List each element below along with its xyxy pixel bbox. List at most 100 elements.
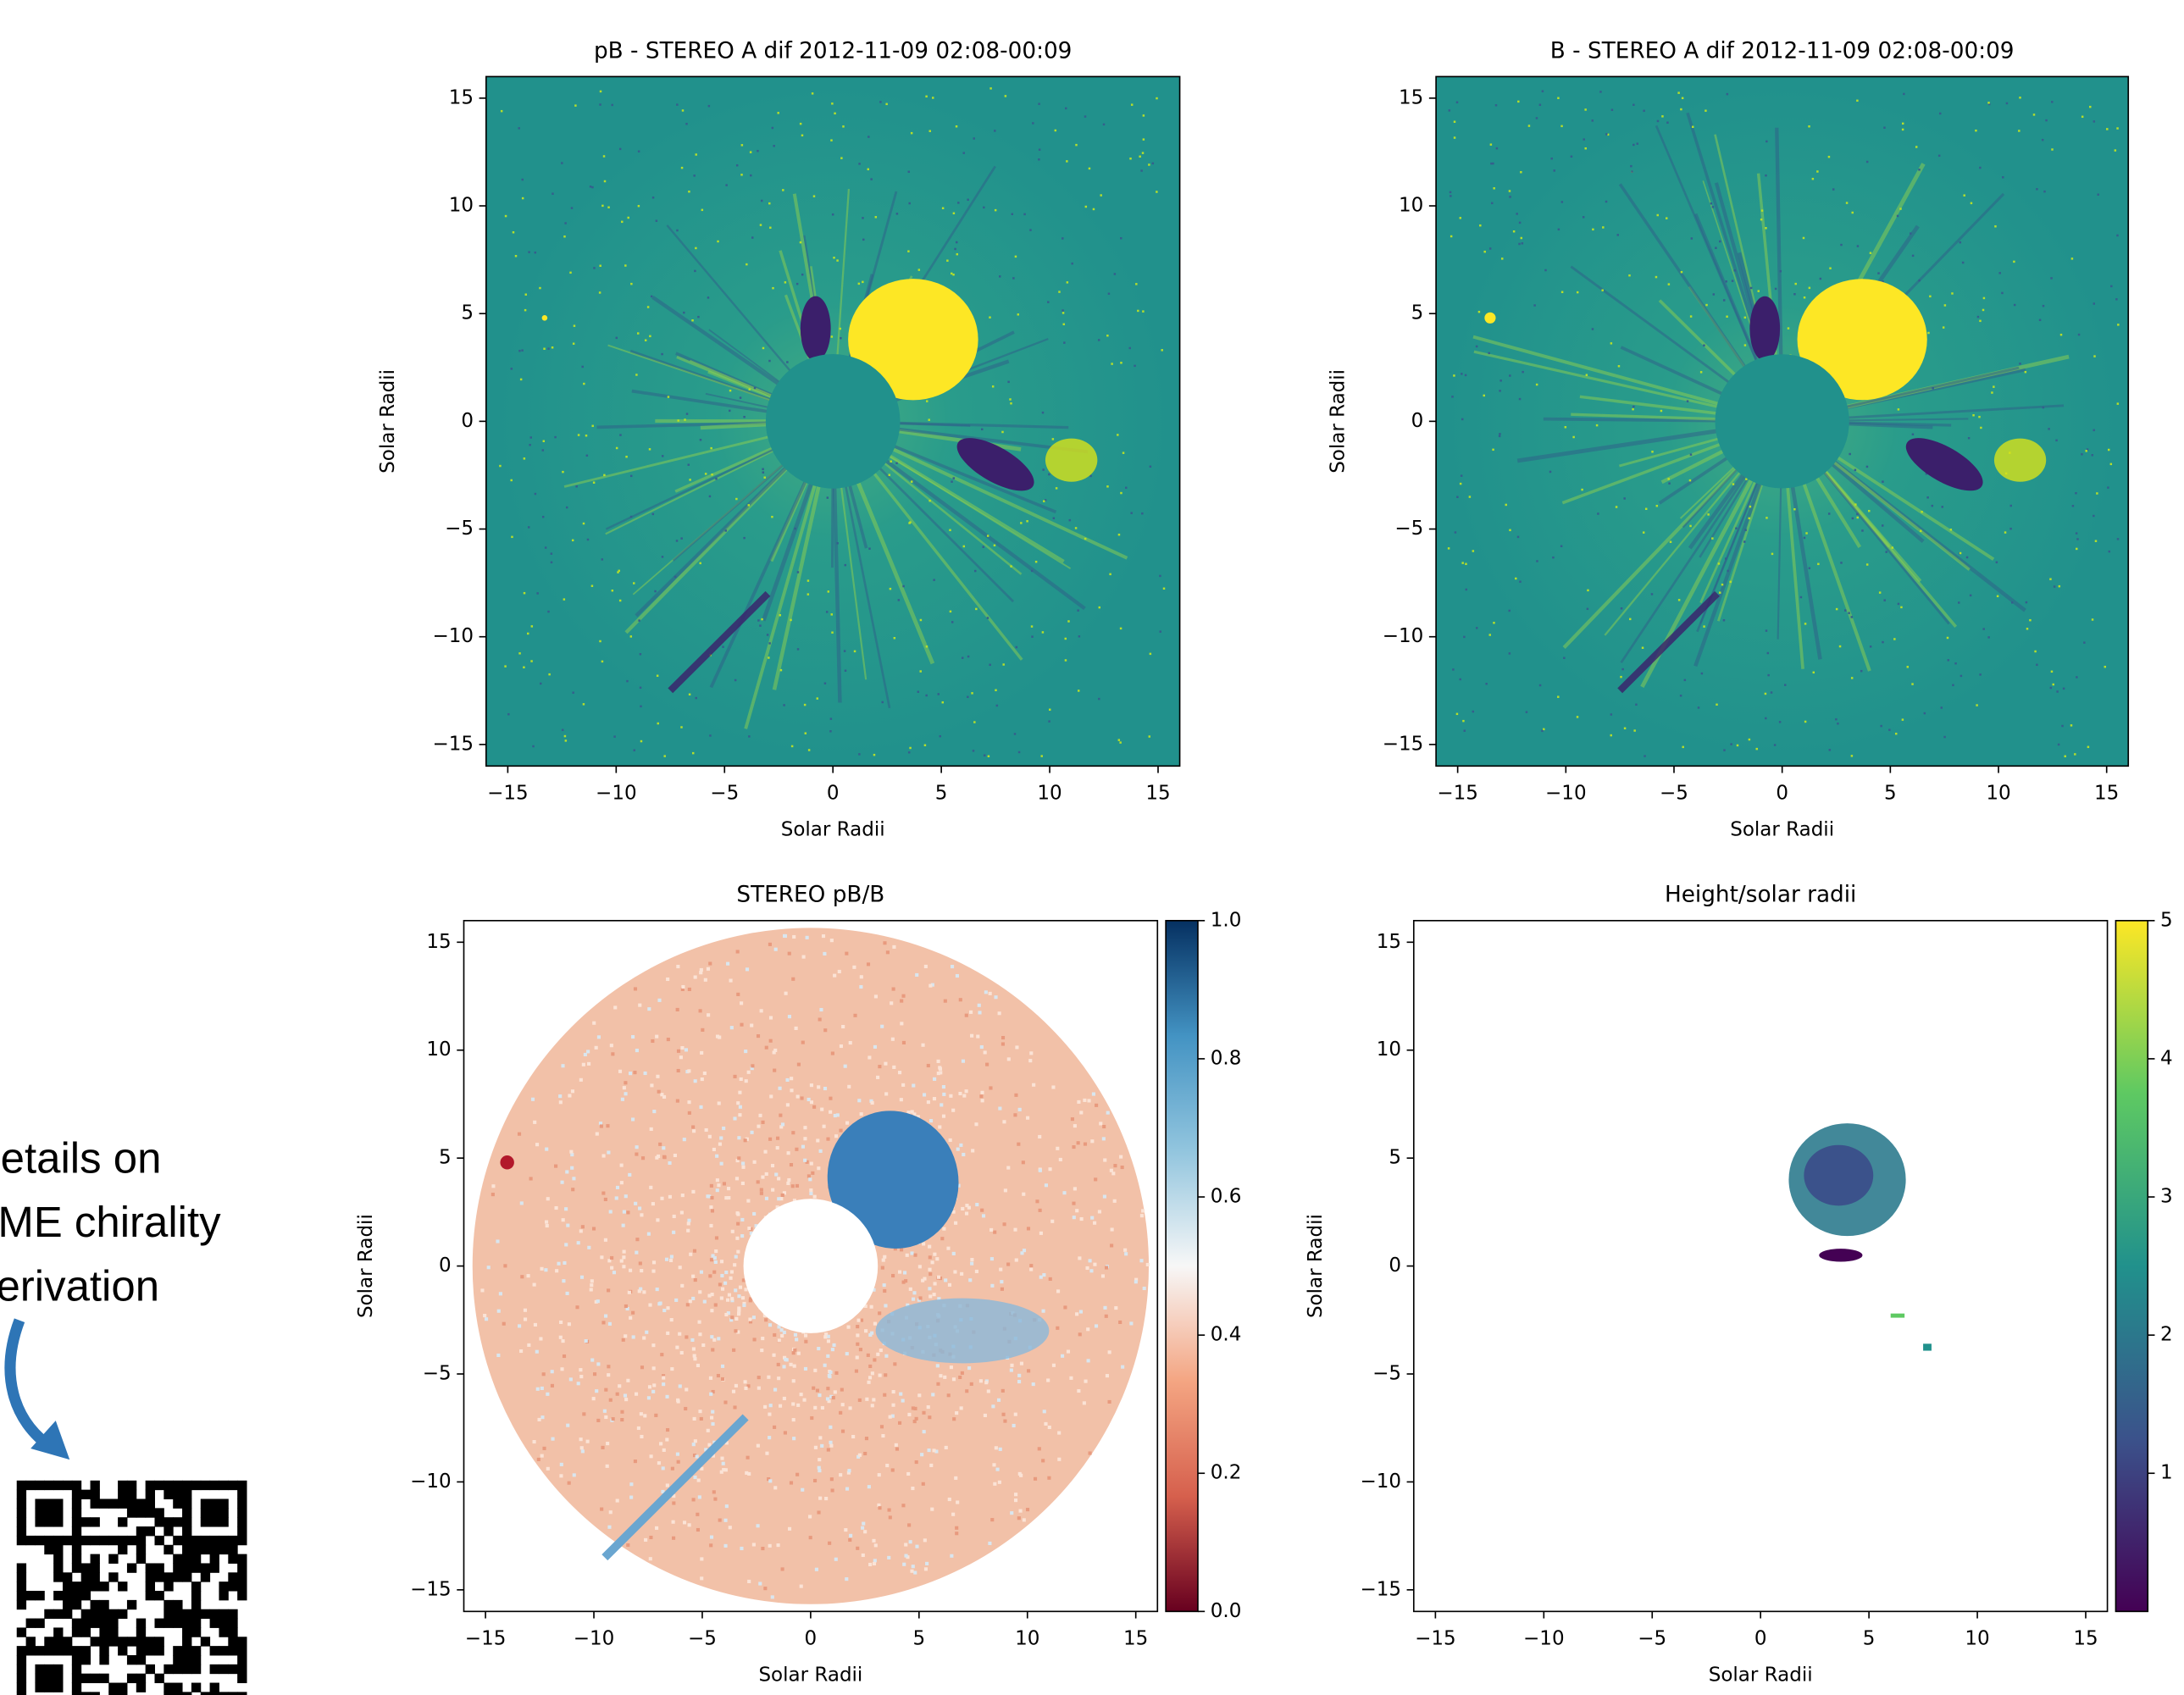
x-tick-label: 15 (2073, 1628, 2098, 1650)
image-speckle (635, 1152, 639, 1156)
image-speckle (504, 214, 507, 218)
image-speckle (817, 1510, 821, 1515)
qr-module (136, 1498, 147, 1509)
image-speckle (720, 1273, 724, 1278)
image-speckle (571, 539, 574, 542)
image-speckle (1760, 218, 1763, 221)
image-speckle (675, 540, 679, 542)
image-speckle (740, 174, 743, 176)
image-speckle (651, 512, 655, 516)
image-speckle (1029, 1267, 1034, 1271)
image-speckle (1932, 387, 1934, 390)
qr-module (191, 1599, 202, 1610)
image-speckle (545, 1147, 549, 1151)
image-speckle (572, 342, 575, 345)
image-speckle (796, 648, 800, 651)
image-speckle (808, 1515, 812, 1519)
y-tick-label: −10 (410, 1471, 452, 1493)
image-speckle (695, 696, 697, 700)
image-ray (897, 421, 1069, 429)
image-speckle (1010, 1511, 1014, 1515)
image-speckle (1729, 580, 1732, 584)
image-speckle (901, 994, 906, 998)
qr-module (62, 1609, 73, 1620)
image-speckle (692, 1129, 696, 1133)
image-speckle (1026, 1116, 1030, 1120)
image-speckle (2075, 491, 2077, 495)
image-speckle (1107, 1350, 1111, 1354)
image-speckle (607, 1525, 612, 1529)
image-speckle (621, 220, 624, 224)
image-speckle (882, 1283, 886, 1288)
image-speckle (2013, 303, 2016, 307)
image-speckle (559, 1320, 563, 1325)
image-speckle (1723, 749, 1726, 751)
image-speckle (729, 978, 733, 983)
image-speckle (698, 1290, 702, 1294)
qr-module (99, 1654, 109, 1665)
image-speckle (1843, 609, 1847, 612)
image-speckle (891, 1389, 895, 1394)
image-speckle (958, 1375, 962, 1380)
image-speckle (536, 1457, 540, 1461)
x-tick-label: −15 (1437, 783, 1478, 805)
image-speckle (790, 1077, 794, 1081)
image-speckle (1827, 155, 1831, 158)
image-speckle (1560, 125, 1563, 128)
image-speckle (536, 592, 539, 595)
image-speckle (909, 746, 912, 750)
image-speckle (820, 1107, 824, 1111)
image-speckle (880, 1024, 884, 1028)
image-ray (1571, 413, 1718, 421)
arrow-head (30, 1421, 70, 1460)
qr-module (71, 1646, 82, 1656)
image-ray (1847, 418, 1969, 422)
image-speckle (1505, 503, 1507, 507)
image-speckle (2096, 492, 2098, 495)
image-speckle (1035, 1199, 1039, 1204)
image-speckle (1959, 551, 1962, 555)
qr-module (44, 1508, 54, 1518)
qr-module (90, 1609, 100, 1620)
image-speckle (693, 975, 697, 979)
image-speckle (767, 1375, 771, 1379)
image-speckle (618, 1069, 623, 1073)
qr-module (62, 1591, 73, 1601)
image-speckle (1767, 673, 1770, 677)
image-speckle (1993, 385, 1995, 388)
image-ray (884, 458, 1086, 611)
qr-module (145, 1637, 155, 1647)
image-speckle (1004, 95, 1007, 97)
image-speckle (563, 1260, 567, 1266)
image-speckle (829, 1425, 833, 1429)
qr-module (80, 1654, 91, 1665)
image-speckle (983, 206, 985, 209)
image-speckle (618, 569, 620, 573)
qr-module (53, 1535, 64, 1546)
image-speckle (1077, 1100, 1081, 1104)
image-speckle (698, 1410, 702, 1414)
image-speckle (1765, 174, 1767, 177)
colorbar-tick-label: 3 (2160, 1186, 2173, 1208)
image-speckle (856, 1325, 860, 1329)
qr-module (164, 1480, 174, 1491)
image-speckle (736, 1249, 740, 1254)
image-speckle (711, 1254, 715, 1258)
image-speckle (665, 1394, 669, 1399)
image-speckle (900, 1022, 904, 1026)
image-speckle (587, 1245, 591, 1249)
image-speckle (879, 1348, 883, 1353)
qr-module (200, 1637, 211, 1647)
qr-module (136, 1646, 147, 1656)
image-speckle (791, 1402, 795, 1406)
image-speckle (779, 614, 781, 617)
image-speckle (1492, 162, 1494, 165)
image-speckle (1778, 721, 1782, 723)
image-speckle (1509, 529, 1511, 532)
image-speckle (1084, 205, 1088, 208)
image-speckle (756, 1524, 760, 1528)
image-speckle (534, 251, 537, 254)
image-speckle (1483, 394, 1485, 397)
image-speckle (987, 755, 990, 757)
image-speckle (693, 1475, 697, 1480)
